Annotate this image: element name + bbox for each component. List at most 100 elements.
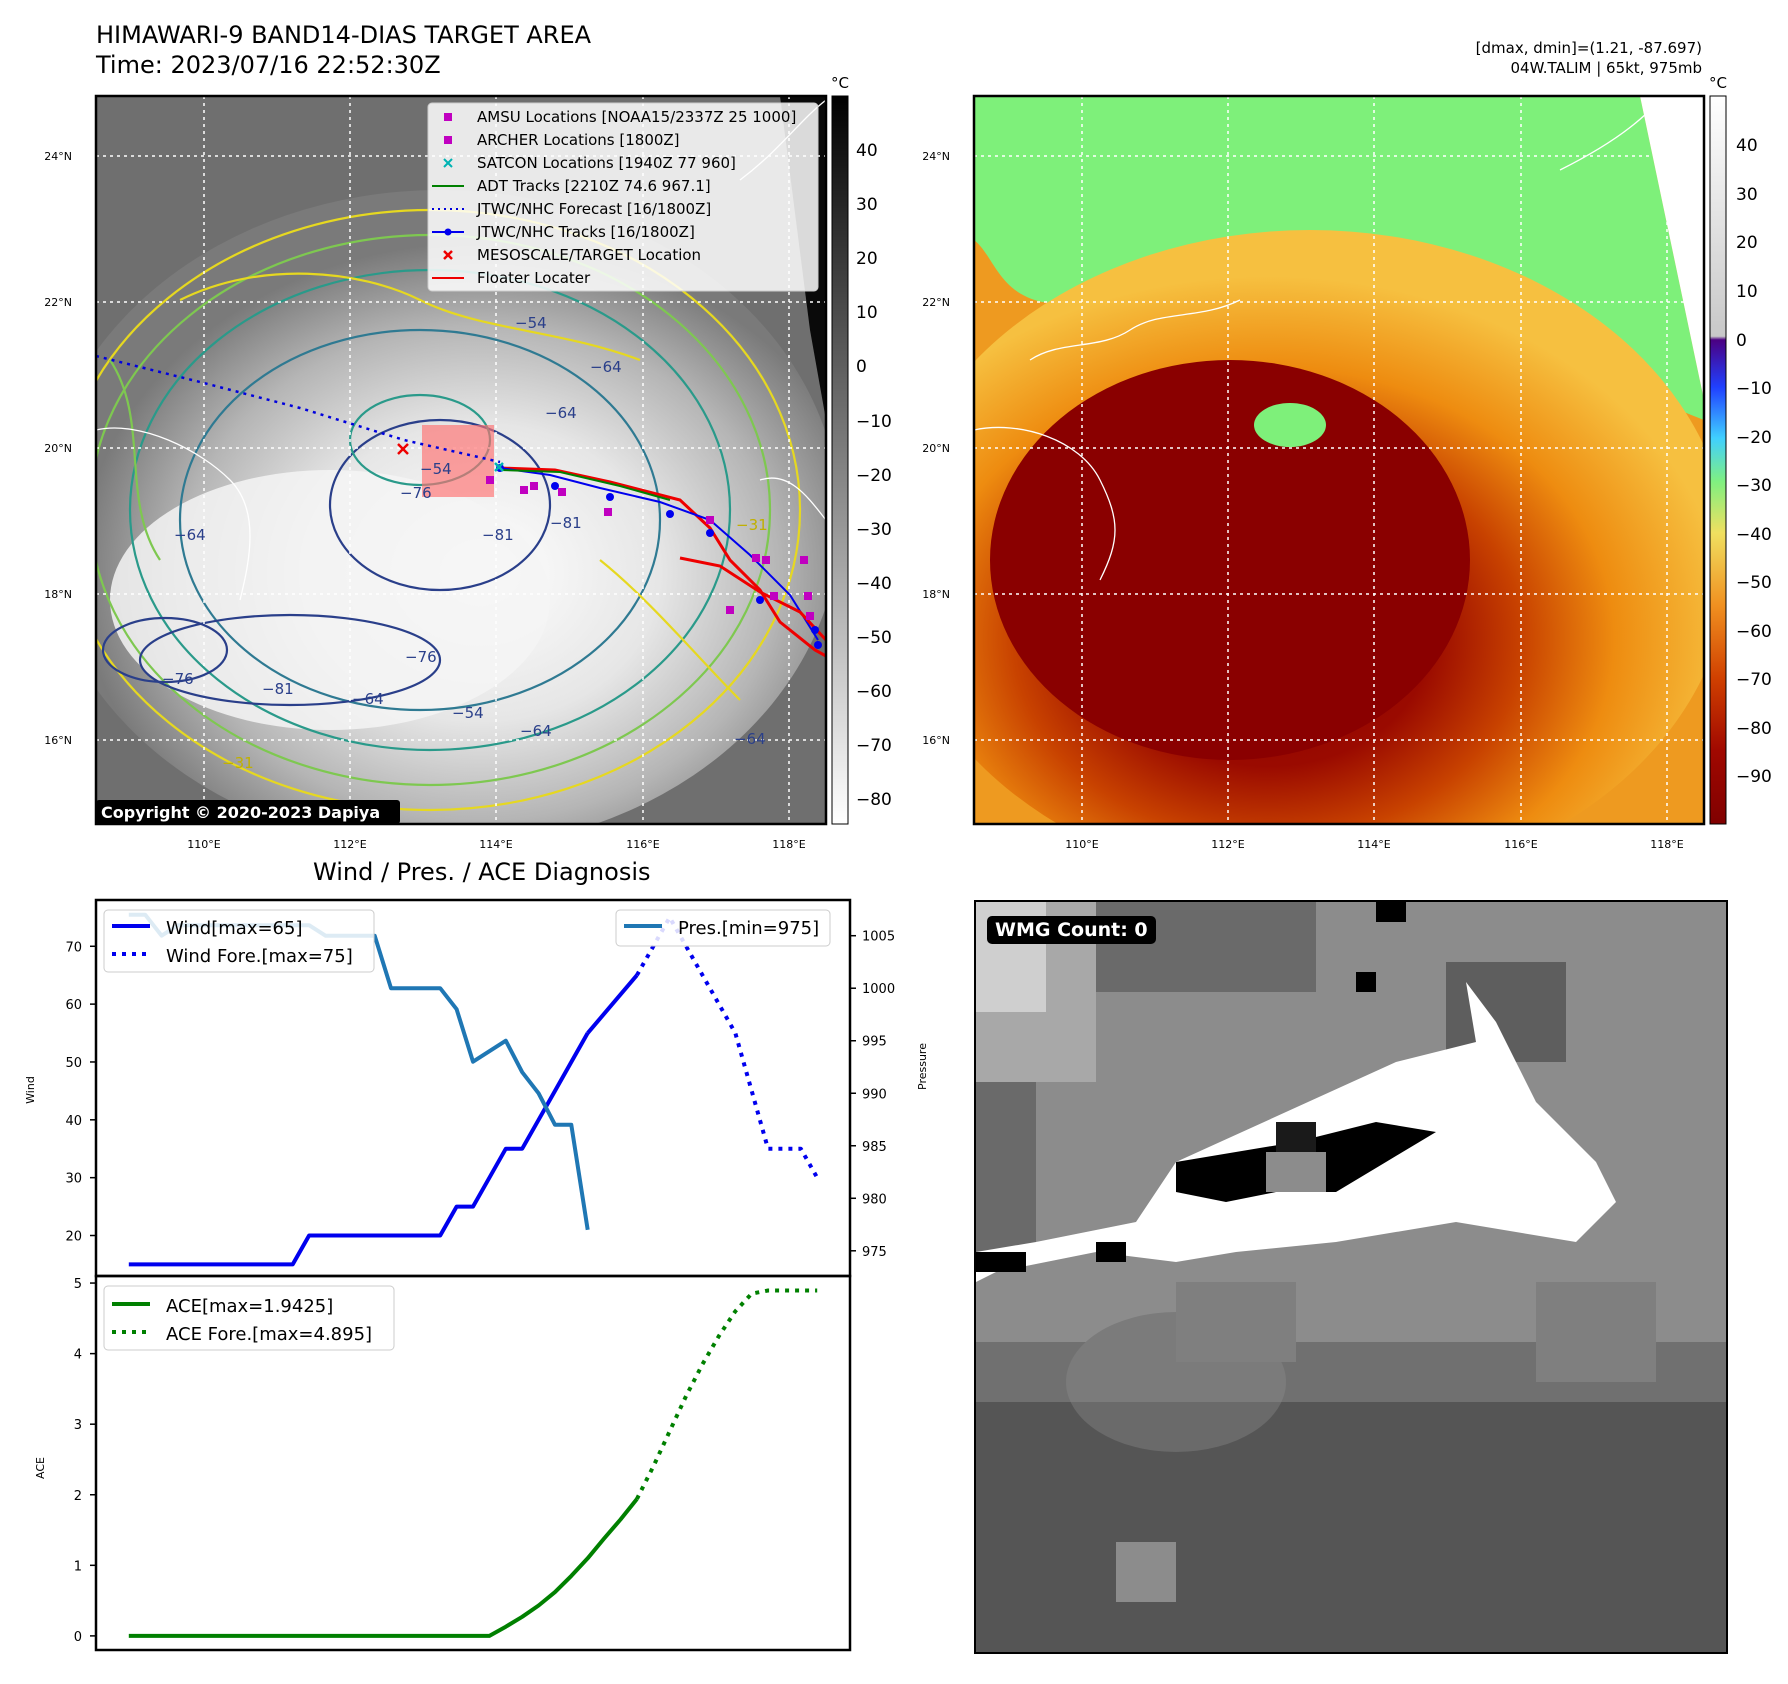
- copyright-badge-bg: [96, 800, 400, 824]
- pressure-ytick-label: 980: [862, 1192, 887, 1207]
- wind-forecast-line: [635, 915, 819, 1179]
- colorbar-tick: 0: [856, 357, 867, 377]
- contour-label: −64: [590, 358, 622, 376]
- satcon-x-icon: [443, 158, 453, 168]
- colorbar-tick: −10: [1736, 379, 1772, 399]
- lat-label: 24°N: [44, 150, 72, 163]
- pressure-ytick-label: 985: [862, 1140, 887, 1155]
- wind-legend: Wind[max=65] Wind Fore.[max=75]: [103, 909, 375, 973]
- colorbar-tick: −60: [1736, 622, 1772, 642]
- legend-floater: Floater Locater: [477, 269, 591, 287]
- colorbar-tick: −50: [1736, 573, 1772, 593]
- ace-legend: ACE[max=1.9425] ACE Fore.[max=4.895]: [103, 1285, 395, 1351]
- wind-legend-label: Wind[max=65]: [166, 918, 303, 939]
- colorbar-tick: −60: [856, 682, 892, 702]
- wind-series-line: [128, 1032, 590, 1267]
- colorbar-tick: −90: [1736, 767, 1772, 787]
- wind-axis-label: Wind: [24, 1076, 37, 1104]
- colorbar-tick: 10: [856, 303, 878, 323]
- colorbar-tick: −70: [1736, 670, 1772, 690]
- title-line-2: Time: 2023/07/16 22:52:30Z: [96, 51, 441, 79]
- colorbar-tick: −30: [856, 520, 892, 540]
- wind-ytick-label: 20: [65, 1230, 82, 1245]
- target-x-icon: [443, 250, 453, 260]
- amsu-square-icon: [444, 113, 452, 121]
- colorbar-tick: −40: [1736, 525, 1772, 545]
- wmg-count-badge: WMG Count: 0: [987, 916, 1156, 944]
- pres-legend-label: Pres.[min=975]: [678, 918, 819, 939]
- gray-colorbar: °C 40 30 20 10 0 −10 −20 −30 −40 −50 −60…: [831, 74, 892, 825]
- colorbar-tick: 0: [1736, 331, 1747, 351]
- ace-ytick-label: 5: [74, 1277, 82, 1292]
- lat-label: 18°N: [44, 588, 72, 601]
- archer-square-icon: [444, 136, 452, 144]
- pressure-ytick-label: 1000: [862, 982, 895, 997]
- colorbar-tick: −40: [856, 574, 892, 594]
- contour-label: −54: [452, 704, 484, 722]
- colorbar-tick: 30: [1736, 185, 1758, 205]
- colorbar-tick: −30: [1736, 476, 1772, 496]
- ace-plot-frame: [94, 1274, 852, 1652]
- colorbar-tick: −70: [856, 736, 892, 756]
- colorbar-tick: −50: [856, 628, 892, 648]
- contour-label: −64: [352, 690, 384, 708]
- lon-label: 118°E: [772, 838, 805, 851]
- ace-series-line: [128, 1497, 639, 1638]
- ace-ytick-label: 4: [74, 1348, 82, 1363]
- storm-info: [dmax, dmin]=(1.21, -87.697) 04W.TALIM |…: [1476, 38, 1702, 78]
- copyright-text: Copyright © 2020-2023 Dapiya: [101, 803, 380, 822]
- contour-label: −54: [420, 460, 452, 478]
- lon-label: 116°E: [1504, 838, 1537, 851]
- legend-amsu: AMSU Locations [NOAA15/2337Z 25 1000]: [477, 108, 796, 126]
- ace-ytick-label: 2: [74, 1489, 82, 1504]
- contour-label: −76: [400, 484, 432, 502]
- colorbar-unit: °C: [831, 74, 849, 92]
- lat-label: 20°N: [44, 442, 72, 455]
- wind-ytick-label: 30: [65, 1172, 82, 1187]
- colorbar-tick: 10: [1736, 282, 1758, 302]
- colorbar-tick: −20: [856, 466, 892, 486]
- lat-label: 16°N: [44, 734, 72, 747]
- contour-label: −81: [550, 514, 582, 532]
- colorbar-tick: −80: [856, 790, 892, 810]
- pressure-ytick-label: 1005: [862, 930, 895, 945]
- contour-label: −31: [736, 516, 768, 534]
- jtwc-track-icon: [432, 228, 464, 236]
- ace-legend-label: ACE[max=1.9425]: [166, 1296, 333, 1317]
- colorbar-unit: °C: [1709, 74, 1727, 92]
- legend-mesoscale: MESOSCALE/TARGET Location: [477, 246, 701, 264]
- colorbar-tick: 20: [1736, 233, 1758, 253]
- enhanced-ir-map: [974, 96, 1704, 824]
- contour-label: −64: [174, 526, 206, 544]
- legend-adt: ADT Tracks [2210Z 74.6 967.1]: [477, 177, 711, 195]
- pressure-axis-label-html: Pressure: [916, 1043, 929, 1090]
- colorbar-tick: −10: [856, 412, 892, 432]
- pressure-ytick-label: 975: [862, 1245, 887, 1260]
- contour-label: −64: [520, 722, 552, 740]
- diagnosis-title: Wind / Pres. / ACE Diagnosis: [313, 858, 651, 886]
- pres-legend: Pres.[min=975]: [615, 909, 831, 947]
- legend-satcon: SATCON Locations [1940Z 77 960]: [477, 154, 736, 172]
- ace-fore-legend-label: ACE Fore.[max=4.895]: [166, 1324, 372, 1345]
- map-legend: AMSU Locations [NOAA15/2337Z 25 1000] AR…: [427, 102, 819, 292]
- ace-ytick-label: 0: [74, 1630, 82, 1645]
- title-line-1: HIMAWARI-9 BAND14-DIAS TARGET AREA: [96, 21, 592, 49]
- colorbar-tick: −80: [1736, 719, 1772, 739]
- colorbar-tick: 40: [856, 141, 878, 161]
- lat-label: 22°N: [922, 296, 950, 309]
- diagnosis-chart: 20 30 40 50 60 70 975 980 985 990 995 1000 1005 0 1 2 3…: [24, 898, 895, 1652]
- wmg-panel: WMG Count: 0: [974, 900, 1728, 1654]
- lon-label: 114°E: [1357, 838, 1390, 851]
- wind-fore-legend-label: Wind Fore.[max=75]: [166, 946, 353, 967]
- contour-label: −54: [515, 314, 547, 332]
- lon-label: 112°E: [333, 838, 366, 851]
- color-colorbar: °C 40 30 20 10 0 −10 −20 −30 −40 −50 −60…: [1709, 74, 1772, 825]
- ace-axis-label: ACE: [34, 1457, 47, 1479]
- lon-label: 110°E: [1065, 838, 1098, 851]
- lon-label: 114°E: [479, 838, 512, 851]
- colorbar-tick: −20: [1736, 428, 1772, 448]
- ir-contour-map: −54 −64 −64 −54 −76 −81 −81 −76 −64 −76 …: [44, 74, 1772, 851]
- contour-label: −81: [482, 526, 514, 544]
- pressure-ytick-label: 995: [862, 1035, 887, 1050]
- lon-label: 116°E: [626, 838, 659, 851]
